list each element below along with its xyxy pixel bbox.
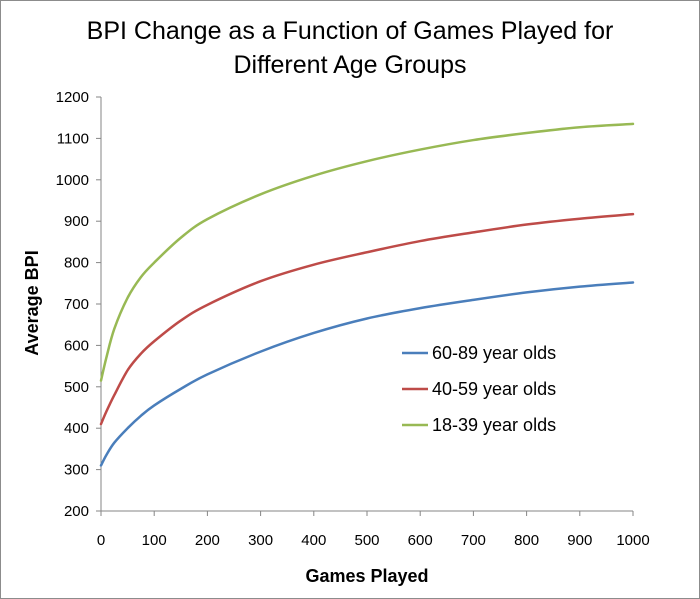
x-axis-ticks: 0 100 200 300 400 500 600 700 800 900 1000 [97,511,650,549]
y-tick-label: 500 [64,379,89,396]
y-tick-label: 200 [64,503,89,520]
chart-title-line-2: Different Age Groups [233,51,467,79]
series-line [99,212,635,426]
y-tick-label: 1200 [56,89,89,106]
y-tick-label: 400 [64,420,89,437]
legend: 60-89 year olds 40-59 year olds 18-39 year… [402,343,556,435]
y-tick-label: 900 [64,213,89,230]
x-tick-label: 400 [301,532,326,549]
x-tick-label: 600 [408,532,433,549]
x-tick-label: 900 [567,532,592,549]
x-tick-label: 700 [461,532,486,549]
x-tick-label: 1000 [616,532,649,549]
y-axis-ticks: 200 300 400 500 600 700 800 900 1000 1100 1200 [56,89,101,520]
series-lines [99,122,635,467]
axes [100,97,633,512]
x-axis-title: Games Played [305,566,428,586]
series-line [99,281,635,467]
y-tick-label: 700 [64,296,89,313]
y-tick-label: 1000 [56,172,89,189]
y-tick-label: 600 [64,337,89,354]
series-line [99,122,635,382]
y-tick-label: 300 [64,462,89,479]
x-tick-label: 500 [354,532,379,549]
x-tick-label: 800 [514,532,539,549]
legend-label: 60-89 year olds [432,343,556,363]
x-tick-label: 0 [97,532,105,549]
y-tick-label: 1100 [57,130,89,147]
x-tick-label: 100 [142,532,167,549]
chart-title-line-1: BPI Change as a Function of Games Played… [86,17,614,45]
legend-label: 18-39 year olds [432,415,556,435]
y-axis-title: Average BPI [22,250,42,355]
x-tick-label: 200 [195,532,220,549]
y-tick-label: 800 [64,255,89,272]
x-tick-label: 300 [248,532,273,549]
legend-label: 40-59 year olds [432,379,556,399]
chart-title: BPI Change as a Function of Games Played… [0,14,700,82]
